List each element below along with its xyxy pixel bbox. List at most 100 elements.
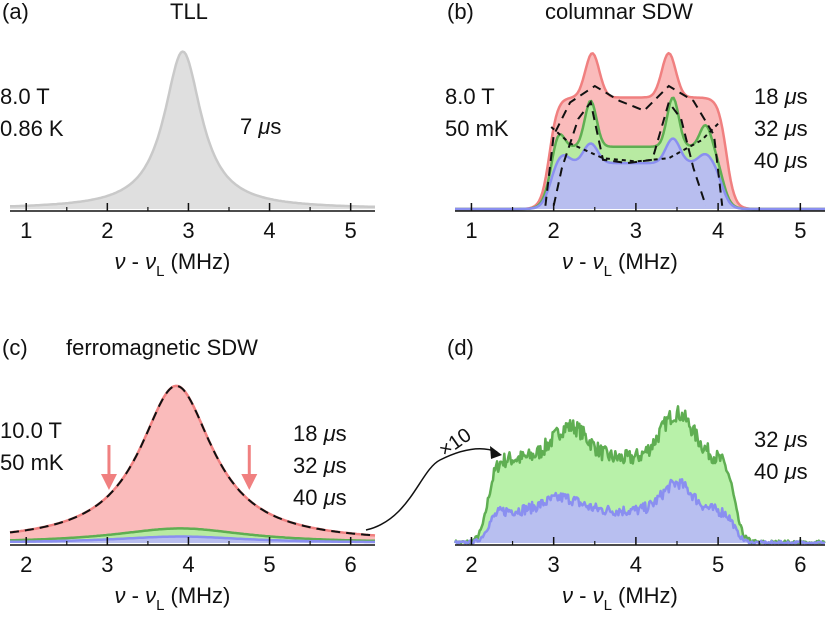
x-tick-label: 1: [20, 218, 32, 243]
x-tick-label: 2: [20, 552, 32, 577]
legend-unit-prefix: μ: [323, 485, 336, 510]
x-tick-label: 5: [263, 552, 275, 577]
x-axis-label-part-1: -: [126, 249, 146, 274]
legend-unit-prefix: μ: [784, 148, 797, 173]
x-axis-label-part-2: ν: [145, 583, 156, 608]
x-axis-label-part-0: ν: [562, 583, 573, 608]
series-line-2: [455, 137, 825, 211]
legend-value: 40: [293, 485, 324, 510]
legend-label: 7 μs: [240, 114, 281, 139]
x-tick-label: 2: [548, 218, 560, 243]
legend-unit: s: [797, 459, 808, 484]
x-axis-label-part-3: L: [156, 263, 164, 280]
legend-unit: s: [336, 421, 347, 446]
x-axis-label-part-0: ν: [562, 249, 573, 274]
legend-unit-prefix: μ: [784, 84, 797, 109]
legend-label: 32 μs: [754, 427, 808, 452]
x-tick-label: 3: [182, 218, 194, 243]
condition-text: 50 mK: [0, 450, 64, 475]
panel-c: 2 3 4 5 6ν - νL (MHz)(c) ferromagnetic SDW10.…: [0, 335, 502, 614]
x-tick-label: 4: [630, 552, 642, 577]
x-tick-label: 6: [794, 552, 806, 577]
legend-label: 32 μs: [293, 453, 347, 478]
x-tick-label: 4: [712, 218, 724, 243]
legend-label: 40 μs: [754, 148, 808, 173]
arrow-head: [241, 474, 258, 490]
x-tick-label: 5: [712, 552, 724, 577]
legend-unit: s: [336, 485, 347, 510]
legend-value: 40: [754, 148, 785, 173]
magnify-connector: [365, 448, 498, 531]
panel-title: ferromagnetic SDW: [66, 335, 258, 360]
condition-text: 10.0 T: [0, 418, 62, 443]
x-tick-label: 3: [548, 552, 560, 577]
arrow-head: [100, 474, 117, 490]
legend-value: 32: [754, 116, 785, 141]
x-tick-label: 5: [345, 218, 357, 243]
x-axis-label: ν - νL (MHz): [115, 249, 231, 280]
legend-unit-prefix: μ: [784, 459, 797, 484]
legend-value: 18: [754, 84, 785, 109]
legend-unit-prefix: μ: [257, 114, 270, 139]
x-tick-label: 3: [101, 552, 113, 577]
fit-curve-0: [9, 384, 376, 537]
panel-title: columnar SDW: [545, 0, 693, 24]
condition-text: 8.0 T: [0, 84, 50, 109]
x-axis-label-part-2: ν: [593, 583, 604, 608]
x-axis-label-part-1: -: [126, 583, 146, 608]
legend-unit-prefix: μ: [323, 453, 336, 478]
x-tick-label: 1: [465, 218, 477, 243]
magnify-label: ×10: [435, 424, 475, 461]
fit-curve-2: [550, 122, 719, 163]
condition-text: 50 mK: [445, 116, 509, 141]
x-tick-label: 4: [182, 552, 194, 577]
magnify-arrowhead: [490, 446, 502, 459]
series-line-1: [453, 478, 826, 545]
panel-label: (d): [447, 335, 474, 360]
x-axis-label-part-2: ν: [593, 249, 604, 274]
x-tick-label: 5: [794, 218, 806, 243]
x-axis-label-part-4: (MHz): [612, 583, 678, 608]
x-axis-label-part-3: L: [604, 597, 612, 614]
legend-label: 40 μs: [293, 485, 347, 510]
legend-label: 18 μs: [293, 421, 347, 446]
x-axis-label-part-1: -: [573, 583, 593, 608]
x-tick-label: 6: [345, 552, 357, 577]
fit-curve-1: [552, 100, 707, 207]
legend-unit-prefix: μ: [784, 427, 797, 452]
legend-unit: s: [270, 114, 281, 139]
x-axis-label-part-4: (MHz): [164, 583, 230, 608]
series-area-1: [455, 97, 825, 209]
legend-unit-prefix: μ: [323, 421, 336, 446]
x-axis-label-part-0: ν: [115, 249, 126, 274]
series-line-2: [10, 535, 375, 544]
panel-title: TLL: [170, 0, 208, 24]
series-line-0: [453, 405, 826, 545]
x-tick-label: 4: [263, 218, 275, 243]
x-axis-label-part-0: ν: [115, 583, 126, 608]
legend-unit: s: [797, 427, 808, 452]
x-axis-label: ν - νL (MHz): [115, 583, 231, 614]
x-tick-label: 2: [465, 552, 477, 577]
legend-unit: s: [336, 453, 347, 478]
x-axis-label-part-1: -: [573, 249, 593, 274]
x-axis-label-part-3: L: [604, 263, 612, 280]
series-line-0: [10, 50, 375, 209]
x-axis-label: ν - νL (MHz): [562, 583, 678, 614]
panel-label: (b): [447, 0, 474, 24]
legend-value: 40: [754, 459, 785, 484]
x-axis-label-part-3: L: [156, 597, 164, 614]
series-area-0: [10, 51, 375, 209]
legend-value: 32: [293, 453, 324, 478]
panel-label: (a): [2, 0, 29, 24]
fit-curve-0: [544, 84, 724, 206]
condition-text: 0.86 K: [0, 116, 64, 141]
x-tick-label: 3: [630, 218, 642, 243]
legend-label: 40 μs: [754, 459, 808, 484]
legend-unit: s: [797, 148, 808, 173]
legend-unit: s: [797, 116, 808, 141]
